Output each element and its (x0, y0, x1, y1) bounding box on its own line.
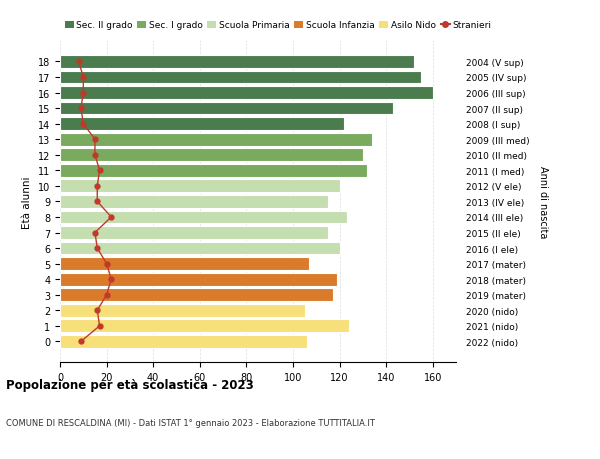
Bar (60, 335, 307, 348)
Bar (60, 102, 393, 115)
Bar (60, 304, 305, 317)
Bar (60, 320, 349, 332)
Bar (60, 72, 421, 84)
Bar (60, 134, 372, 146)
Bar (60, 165, 367, 177)
Legend: Sec. II grado, Sec. I grado, Scuola Primaria, Scuola Infanzia, Asilo Nido, Stran: Sec. II grado, Sec. I grado, Scuola Prim… (65, 22, 491, 30)
Bar (60, 149, 363, 162)
Text: COMUNE DI RESCALDINA (MI) - Dati ISTAT 1° gennaio 2023 - Elaborazione TUTTITALIA: COMUNE DI RESCALDINA (MI) - Dati ISTAT 1… (6, 418, 375, 427)
Bar (60, 257, 309, 270)
Bar (60, 289, 332, 302)
Y-axis label: Età alunni: Età alunni (22, 176, 32, 228)
Bar (60, 180, 340, 193)
Bar (60, 87, 433, 100)
Bar (60, 118, 344, 131)
Y-axis label: Anni di nascita: Anni di nascita (538, 166, 548, 238)
Bar (60, 196, 328, 208)
Bar (60, 211, 347, 224)
Bar (60, 273, 337, 286)
Bar (60, 227, 328, 239)
Text: Popolazione per età scolastica - 2023: Popolazione per età scolastica - 2023 (6, 379, 254, 392)
Bar (60, 242, 340, 255)
Bar (60, 56, 414, 69)
